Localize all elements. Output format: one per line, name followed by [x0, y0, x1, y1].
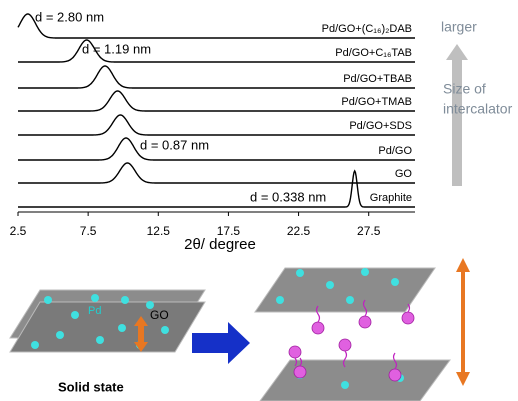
xrd-curve — [18, 138, 415, 160]
schematic: Pd GO Solid state — [10, 258, 470, 401]
side-top-label: larger — [441, 19, 477, 35]
series-label: Pd/GO+TBAB — [343, 73, 412, 85]
x-tick-label: 7.5 — [80, 224, 97, 238]
series-label: Pd/GO+SDS — [349, 120, 412, 132]
series-label: Pd/GO+(C₁₆)₂DAB — [322, 23, 412, 35]
d-spacing-label: d = 1.19 nm — [82, 41, 151, 56]
series-label: Graphite — [370, 192, 412, 204]
go-label: GO — [150, 308, 169, 322]
sheet — [255, 268, 435, 312]
x-tick-label: 27.5 — [357, 224, 381, 238]
x-tick-label: 12.5 — [147, 224, 171, 238]
x-tick-label: 2.5 — [10, 224, 27, 238]
sheet — [10, 302, 205, 352]
series-label: GO — [395, 168, 413, 180]
state-label: Solid state — [58, 379, 124, 394]
pd-label: Pd — [88, 305, 101, 317]
x-axis-label: 2θ/ degree — [184, 236, 256, 253]
side-arrow-label: Size of — [443, 81, 486, 97]
side-arrow-label: intercalator — [443, 101, 513, 117]
sheet — [260, 360, 450, 401]
d-spacing-label: d = 0.87 nm — [140, 137, 209, 152]
d-spacing-label: d = 2.80 nm — [35, 9, 104, 24]
x-tick-label: 22.5 — [287, 224, 311, 238]
series-label: Pd/GO+C₁₆TAB — [335, 47, 412, 59]
series-label: Pd/GO — [378, 145, 412, 157]
figure: 2θ/ degree larger Size of intercalator P — [0, 0, 518, 401]
process-arrow — [192, 322, 250, 364]
series-label: Pd/GO+TMAB — [341, 96, 412, 108]
xrd-curve — [18, 171, 415, 207]
x-tick-label: 17.5 — [217, 224, 241, 238]
d-spacing-label: d = 0.338 nm — [250, 189, 326, 204]
spacing-arrow — [456, 258, 470, 386]
